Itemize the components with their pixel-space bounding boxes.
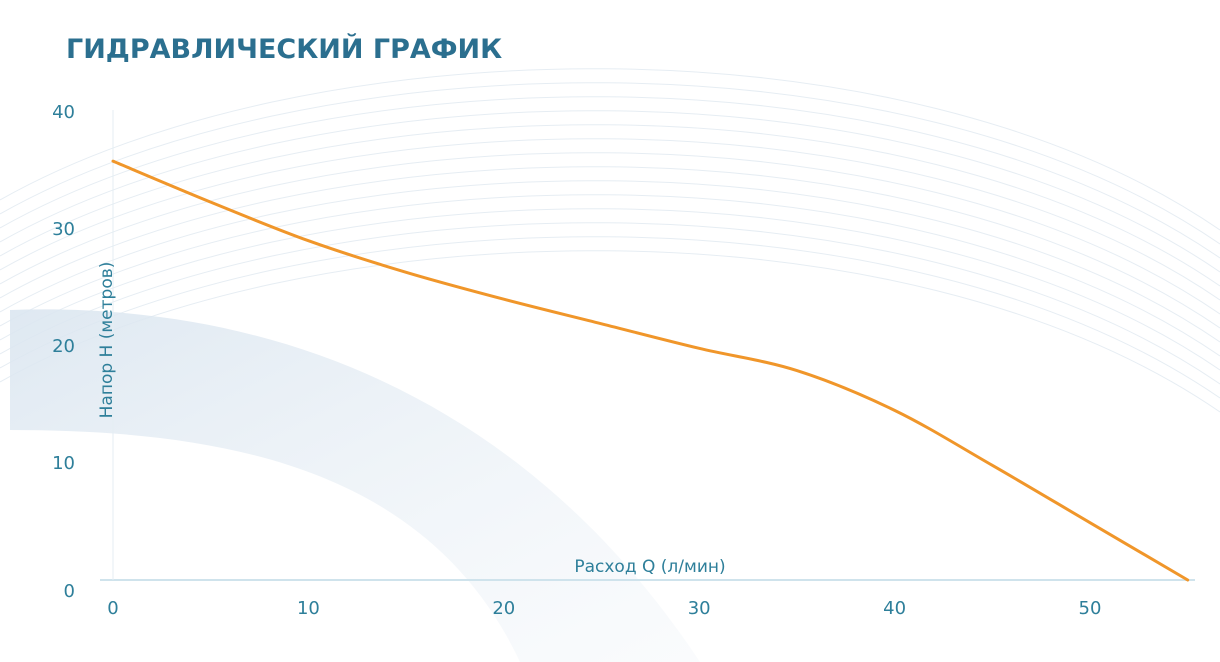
background-arc [0, 194, 1220, 357]
x-tick-label: 20 [492, 598, 515, 619]
background-arc [0, 82, 1220, 245]
background-decoration [0, 68, 1220, 413]
x-tick-labels: 0 10 20 30 40 50 [107, 598, 1101, 619]
background-arc [0, 138, 1220, 301]
background-arc [0, 166, 1220, 329]
series-line [111, 159, 1190, 582]
background-arc [0, 180, 1220, 343]
y-tick-label: 30 [52, 219, 75, 240]
y-tick-label: 0 [64, 581, 75, 602]
background-arc [0, 152, 1220, 315]
x-axis-label: Расход Q (л/мин) [574, 557, 725, 577]
y-tick-label: 10 [52, 453, 75, 474]
background-swoosh [10, 309, 700, 662]
x-tick-label: 40 [883, 598, 906, 619]
background-arc [0, 68, 1220, 231]
background-arc [0, 208, 1220, 371]
y-axis-label: Напор H (метров) [97, 262, 117, 419]
y-tick-label: 20 [52, 336, 75, 357]
background-arc [0, 222, 1220, 385]
x-tick-label: 0 [107, 598, 118, 619]
series-layer [111, 159, 1190, 582]
x-tick-label: 10 [297, 598, 320, 619]
background-arc [0, 236, 1220, 399]
background-arc [0, 124, 1220, 287]
background-arc [0, 96, 1220, 259]
y-tick-labels: 0 10 20 30 40 [52, 102, 75, 602]
x-tick-label: 50 [1079, 598, 1102, 619]
x-tick-label: 30 [688, 598, 711, 619]
y-tick-label: 40 [52, 102, 75, 123]
chart-title: ГИДРАВЛИЧЕСКИЙ ГРАФИК [66, 33, 502, 65]
